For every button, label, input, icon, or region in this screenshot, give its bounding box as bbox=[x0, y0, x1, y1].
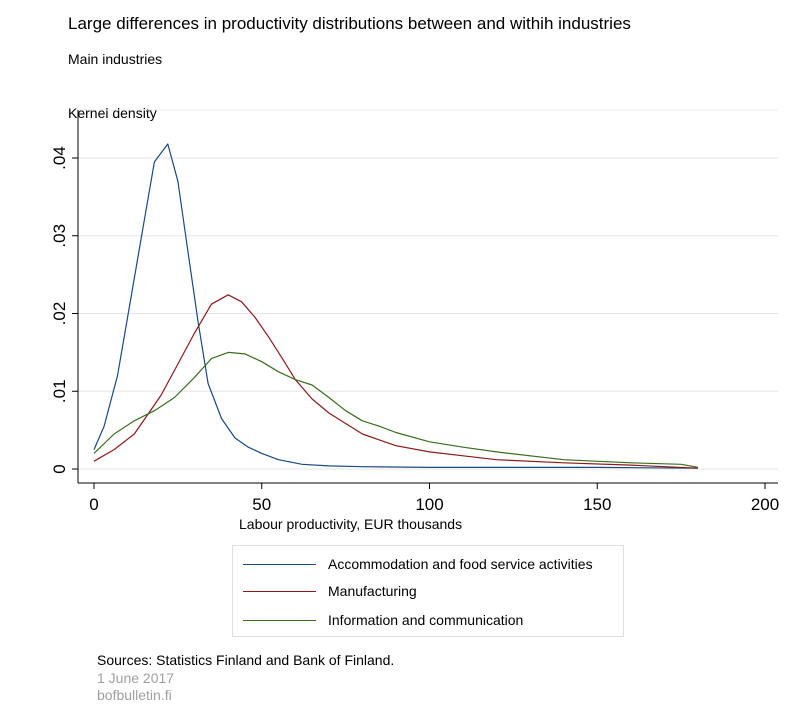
legend-item-manufacturing: Manufacturing bbox=[233, 582, 623, 602]
x-ticks: 0 50 100 150 200 bbox=[89, 483, 779, 514]
axes bbox=[77, 110, 778, 484]
y-tick-label: .01 bbox=[50, 379, 69, 403]
x-tick-label: 100 bbox=[415, 495, 443, 514]
series-line-0 bbox=[93, 143, 698, 469]
site-link[interactable]: bofbulletin.fi bbox=[97, 687, 172, 703]
series-lines bbox=[93, 143, 699, 469]
legend-label: Accommodation and food service activitie… bbox=[328, 556, 593, 572]
y-tick-label: .03 bbox=[50, 224, 69, 248]
legend-label: Manufacturing bbox=[328, 583, 417, 599]
gridlines bbox=[78, 109, 778, 470]
legend-swatch-information bbox=[243, 620, 316, 621]
chart-subtitle: Main industries bbox=[68, 51, 163, 67]
legend-swatch-accommodation bbox=[243, 564, 316, 565]
legend-label: Information and communication bbox=[328, 612, 524, 628]
series-line-1 bbox=[93, 294, 698, 469]
x-tick-label: 150 bbox=[583, 495, 611, 514]
publication-date: 1 June 2017 bbox=[97, 670, 175, 686]
y-tick-label: 0 bbox=[50, 464, 69, 473]
legend-item-accommodation: Accommodation and food service activitie… bbox=[233, 555, 623, 575]
y-tick-label: .02 bbox=[50, 302, 69, 326]
x-axis-title: Labour productivity, EUR thousands bbox=[239, 516, 462, 532]
y-ticks: 0 .01 .02 .03 .04 bbox=[50, 146, 78, 474]
legend: Accommodation and food service activitie… bbox=[232, 545, 624, 637]
x-tick-label: 50 bbox=[252, 495, 271, 514]
chart-title: Large differences in productivity distri… bbox=[68, 14, 631, 33]
series-line-2 bbox=[93, 351, 699, 468]
legend-item-information: Information and communication bbox=[233, 611, 623, 631]
legend-swatch-manufacturing bbox=[243, 591, 316, 592]
line-chart: 0 .01 .02 .03 .04 0 50 100 150 200 Labour produc… bbox=[50, 109, 779, 532]
x-tick-label: 200 bbox=[751, 495, 779, 514]
y-axis-title: Kernel density bbox=[68, 105, 157, 121]
y-tick-label: .04 bbox=[50, 146, 69, 170]
x-tick-label: 0 bbox=[89, 495, 98, 514]
sources-note: Sources: Statistics Finland and Bank of … bbox=[97, 652, 395, 668]
